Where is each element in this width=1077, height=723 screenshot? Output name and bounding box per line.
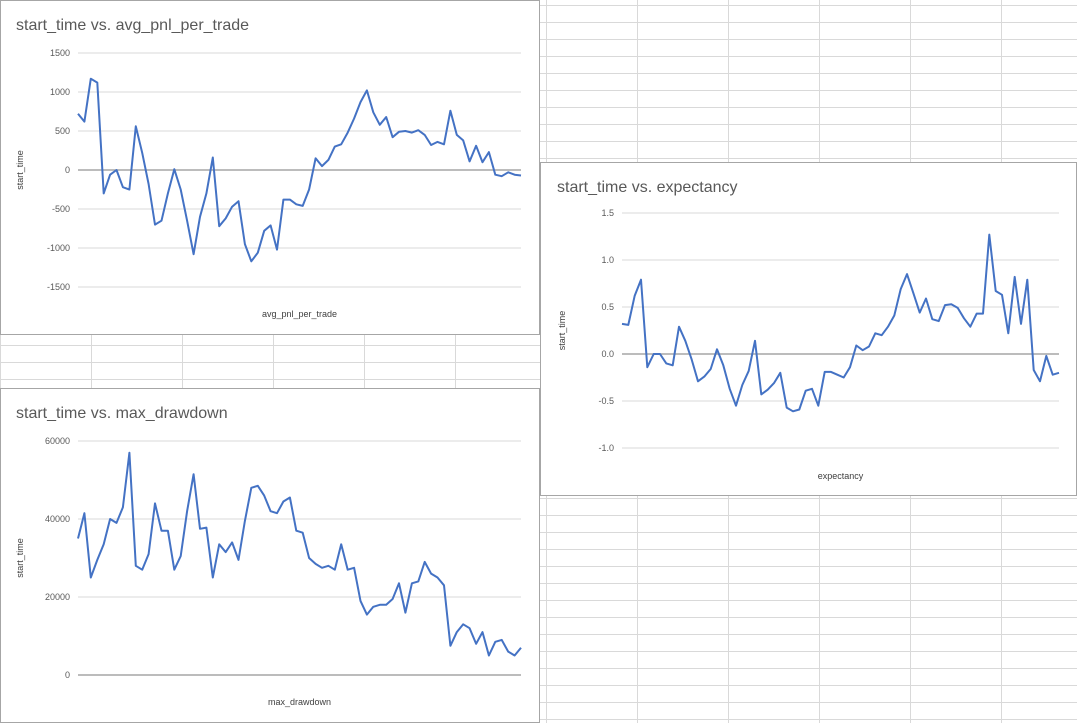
y-tick-label: 0.0 [601,349,614,359]
chart-plot: 1500 1000 500 0 -500 -1000 -1500 avg_pnl_per_tr… [15,48,522,319]
series-line[interactable] [77,451,522,657]
chart-expectancy[interactable]: start_time vs. expectancy 1.5 1.0 0.5 0.0 -0… [540,162,1077,496]
chart-plot: 60000 40000 20000 0 max_drawdown start_time [15,436,522,707]
y-axis-title: start_time [15,150,25,190]
y-axis-title: start_time [557,311,567,351]
y-tick-label: -1.0 [598,443,614,453]
chart-title: start_time vs. avg_pnl_per_trade [16,17,250,34]
y-tick-label: -1500 [47,282,70,292]
y-tick-label: 1.0 [601,255,614,265]
x-axis-title: max_drawdown [268,697,331,707]
chart-max-drawdown[interactable]: start_time vs. max_drawdown 60000 40000 20… [0,388,540,723]
y-tick-label: 60000 [45,436,70,446]
x-axis-title: expectancy [818,471,864,481]
series-line[interactable] [621,233,1060,413]
y-tick-label: 0 [65,670,70,680]
y-tick-label: 500 [55,126,70,136]
chart-title: start_time vs. max_drawdown [16,405,228,422]
chart-title: start_time vs. expectancy [557,179,738,196]
y-tick-label: 0 [65,165,70,175]
y-tick-label: 40000 [45,514,70,524]
chart-plot: 1.5 1.0 0.5 0.0 -0.5 -1.0 expectancy start_time [557,208,1060,481]
y-tick-label: -0.5 [598,396,614,406]
y-tick-label: -1000 [47,243,70,253]
y-tick-label: 1500 [50,48,70,58]
y-tick-label: 0.5 [601,302,614,312]
x-axis-title: avg_pnl_per_trade [262,309,337,319]
y-tick-label: 20000 [45,592,70,602]
y-tick-label: -500 [52,204,70,214]
y-tick-label: 1.5 [601,208,614,218]
y-axis-title: start_time [15,538,25,578]
chart-avg-pnl-per-trade[interactable]: start_time vs. avg_pnl_per_trade 1500 100… [0,0,540,335]
y-tick-label: 1000 [50,87,70,97]
series-line[interactable] [77,77,522,263]
